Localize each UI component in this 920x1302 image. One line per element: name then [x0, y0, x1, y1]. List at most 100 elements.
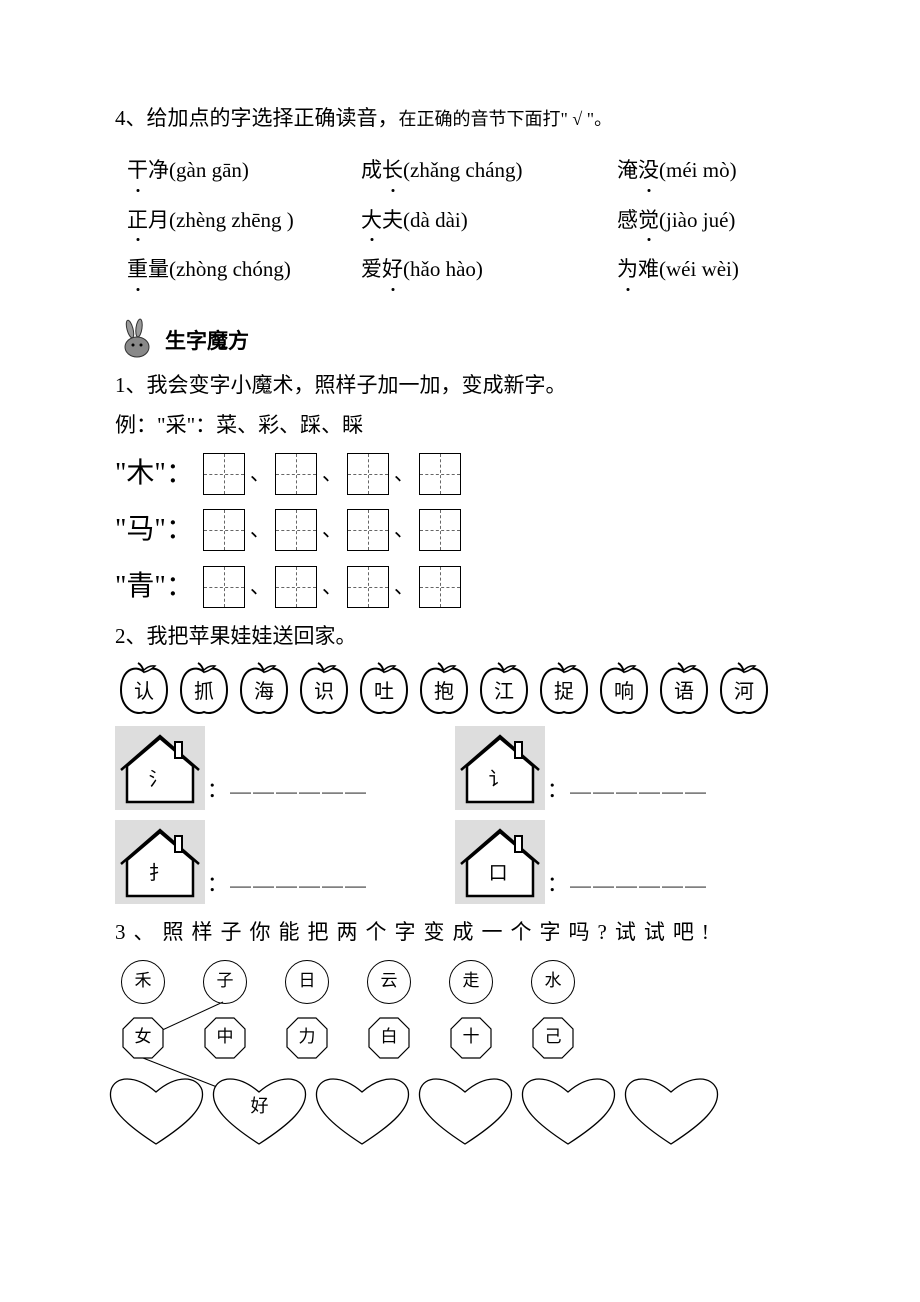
- dotted-char: 正: [127, 202, 148, 240]
- char: 月: [148, 208, 169, 232]
- pinyin-item: 成长(zhǎng cháng): [361, 152, 617, 190]
- apple-item: 响: [595, 660, 653, 718]
- q1-text: 1、我会变字小魔术，照样子加一加，变成新字。: [115, 367, 805, 405]
- tian-box[interactable]: [275, 509, 317, 551]
- circle-char: 禾: [121, 960, 165, 1004]
- tian-box[interactable]: [203, 509, 245, 551]
- apple-item: 吐: [355, 660, 413, 718]
- heart-answer[interactable]: 好: [208, 1072, 311, 1150]
- house-icon: 口: [455, 820, 545, 904]
- octagon-char: 力: [285, 1016, 329, 1060]
- separator: 、: [250, 456, 270, 492]
- house-item: 口 ： ＿＿＿＿＿＿: [455, 820, 755, 904]
- tian-box[interactable]: [347, 509, 389, 551]
- octagon-char: 女: [121, 1016, 165, 1060]
- house-icon: 讠: [455, 726, 545, 810]
- tian-box[interactable]: [275, 453, 317, 495]
- answer-blank[interactable]: ＿＿＿＿＿＿: [570, 766, 708, 810]
- char: 淹: [617, 158, 638, 182]
- answer-blank[interactable]: ＿＿＿＿＿＿: [570, 860, 708, 904]
- circle-row: 禾子日云走水: [121, 960, 805, 1004]
- q1-example: 例："采"：菜、彩、踩、睬: [115, 407, 805, 445]
- colon: ：: [547, 772, 568, 810]
- house-icon: 氵: [115, 726, 205, 810]
- rabbit-icon: [115, 317, 159, 361]
- pinyin-item: 正月(zhèng zhēng ): [127, 202, 361, 240]
- tian-box[interactable]: [203, 566, 245, 608]
- q4-title-main: 4、给加点的字选择正确读音，: [115, 106, 399, 130]
- pinyin: (zhǎng cháng): [403, 158, 523, 182]
- octagon-row: 女中力白十己: [121, 1016, 805, 1060]
- section-title: 生字魔方: [165, 323, 249, 361]
- q3-text: 3、照样子你能把两个字变成一个字吗?试试吧!: [115, 914, 805, 952]
- octagon-char: 中: [203, 1016, 247, 1060]
- tian-box[interactable]: [347, 566, 389, 608]
- tian-row: "马"：、、、: [115, 505, 805, 555]
- pinyin-item: 感觉(jiào jué): [617, 202, 735, 240]
- tian-row-label: "马"：: [115, 505, 199, 555]
- answer-blank[interactable]: ＿＿＿＿＿＿: [230, 766, 368, 810]
- dotted-char: 干: [127, 152, 148, 190]
- char: 成: [361, 158, 382, 182]
- apple-row: 认 抓 海 识 吐 抱 江 捉 响 语 河: [115, 660, 805, 718]
- octagon-char: 十: [449, 1016, 493, 1060]
- heart-answer[interactable]: [311, 1072, 414, 1150]
- tian-box[interactable]: [347, 453, 389, 495]
- separator: 、: [322, 512, 342, 548]
- pinyin-item: 干净(gàn gān): [127, 152, 361, 190]
- pinyin: (gàn gān): [169, 158, 249, 182]
- pinyin-row-1: 干净(gàn gān) 成长(zhǎng cháng) 淹没(méi mò): [115, 152, 805, 190]
- tian-box[interactable]: [275, 566, 317, 608]
- house-item: 氵 ： ＿＿＿＿＿＿: [115, 726, 415, 810]
- circle-char: 云: [367, 960, 411, 1004]
- octagon-char: 己: [531, 1016, 575, 1060]
- q4-title-sub: 在正确的音节下面打" √ "。: [399, 109, 613, 129]
- pinyin: (wéi wèi): [659, 257, 739, 281]
- heart-answer[interactable]: [517, 1072, 620, 1150]
- apple-item: 捉: [535, 660, 593, 718]
- tian-row: "青"：、、、: [115, 562, 805, 612]
- pinyin: (méi mò): [659, 158, 737, 182]
- char: 感: [617, 208, 638, 232]
- heart-answer[interactable]: [105, 1072, 208, 1150]
- dotted-char: 长: [382, 152, 403, 190]
- circle-char: 水: [531, 960, 575, 1004]
- combine-diagram: 禾子日云走水 女中力白十己 好: [115, 960, 805, 1150]
- pinyin-row-3: 重量(zhòng chóng) 爱好(hǎo hào) 为难(wéi wèi): [115, 251, 805, 289]
- heart-answer[interactable]: [620, 1072, 723, 1150]
- dotted-char: 为: [617, 251, 638, 289]
- pinyin-item: 为难(wéi wèi): [617, 251, 739, 289]
- answer-blank[interactable]: ＿＿＿＿＿＿: [230, 860, 368, 904]
- tian-box[interactable]: [419, 509, 461, 551]
- apple-item: 认: [115, 660, 173, 718]
- dotted-char: 没: [638, 152, 659, 190]
- char: 净: [148, 158, 169, 182]
- tian-box[interactable]: [419, 453, 461, 495]
- separator: 、: [322, 569, 342, 605]
- colon: ：: [547, 866, 568, 904]
- house-item: 讠 ： ＿＿＿＿＿＿: [455, 726, 755, 810]
- pinyin: (zhòng chóng): [169, 257, 291, 281]
- pinyin-row-2: 正月(zhèng zhēng ) 大夫(dà dài) 感觉(jiào jué): [115, 202, 805, 240]
- pinyin: (dà dài): [403, 208, 468, 232]
- octagon-char: 白: [367, 1016, 411, 1060]
- apple-item: 海: [235, 660, 293, 718]
- house-grid: 氵 ： ＿＿＿＿＿＿ 讠 ： ＿＿＿＿＿＿ 扌 ： ＿＿＿＿＿＿ 口 ： ＿＿＿…: [115, 726, 805, 904]
- tian-box[interactable]: [419, 566, 461, 608]
- apple-item: 江: [475, 660, 533, 718]
- separator: 、: [394, 512, 414, 548]
- pinyin-item: 爱好(hǎo hào): [361, 251, 617, 289]
- apple-item: 河: [715, 660, 773, 718]
- pinyin-item: 大夫(dà dài): [361, 202, 617, 240]
- apple-item: 抓: [175, 660, 233, 718]
- separator: 、: [394, 456, 414, 492]
- apple-item: 识: [295, 660, 353, 718]
- heart-answer[interactable]: [414, 1072, 517, 1150]
- char: 量: [148, 257, 169, 281]
- tian-row-label: "青"：: [115, 562, 199, 612]
- house-icon: 扌: [115, 820, 205, 904]
- pinyin: (hǎo hào): [403, 257, 483, 281]
- tian-row: "木"：、、、: [115, 449, 805, 499]
- tian-box[interactable]: [203, 453, 245, 495]
- magic-section-header: 生字魔方: [115, 317, 805, 361]
